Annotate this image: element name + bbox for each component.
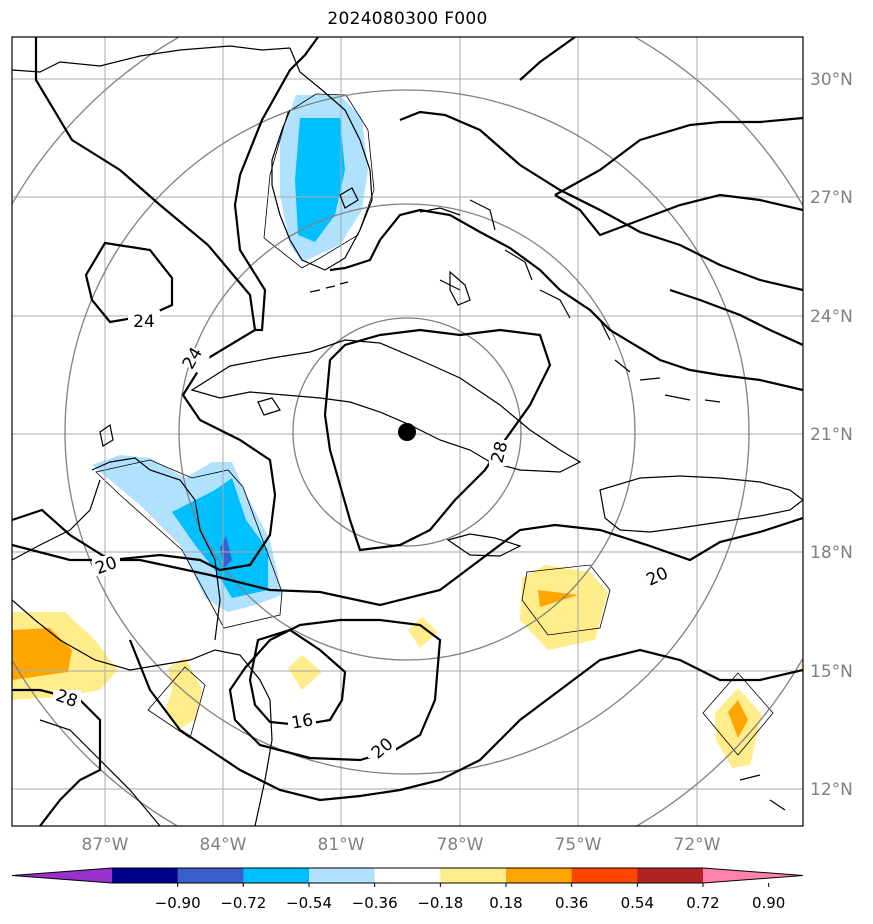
colorbar-tick-label: −0.18 bbox=[417, 894, 463, 912]
anomaly-core-honduras bbox=[12, 628, 72, 680]
coastlines bbox=[12, 45, 803, 826]
lon-label: 84°W bbox=[200, 835, 247, 855]
anomaly-outlines bbox=[95, 93, 774, 756]
lat-label: 30°N bbox=[810, 70, 853, 90]
anomaly-core-florida bbox=[295, 118, 345, 242]
lat-label: 24°N bbox=[810, 307, 853, 327]
colorbar-tick-label: −0.54 bbox=[286, 894, 332, 912]
colorbar-segment bbox=[506, 868, 573, 883]
range-rings bbox=[12, 37, 803, 826]
lat-label: 27°N bbox=[810, 188, 853, 208]
main-contours bbox=[12, 37, 803, 826]
anomaly-region-small-1 bbox=[165, 657, 202, 728]
colorbar-extension-min bbox=[12, 868, 112, 883]
colorbar-tick-label: −0.90 bbox=[155, 894, 201, 912]
colorbar-tick-label: 0.54 bbox=[621, 894, 654, 912]
map-area bbox=[12, 37, 803, 826]
range-ring-1 bbox=[292, 317, 522, 547]
colorbar-segment bbox=[309, 868, 376, 883]
colorbar-segment bbox=[112, 868, 179, 883]
lat-label: 21°N bbox=[810, 425, 853, 445]
contour-label-24-a: 24 bbox=[133, 312, 155, 332]
anomaly-region-small-2 bbox=[288, 655, 322, 690]
lat-label: 18°N bbox=[810, 543, 853, 563]
colorbar-extension-max bbox=[703, 868, 803, 883]
contour-28-closed bbox=[323, 328, 552, 552]
contour-16-closed bbox=[248, 628, 347, 727]
colorbar-segment bbox=[177, 868, 244, 883]
map-frame bbox=[11, 36, 804, 827]
anomaly-region-small-3 bbox=[408, 617, 438, 648]
colorbar-segment bbox=[374, 868, 441, 883]
colorbar-segment bbox=[637, 868, 704, 883]
longitude-labels: 87°W 84°W 81°W 78°W 75°W 72°W bbox=[82, 835, 721, 855]
anomaly-fill bbox=[12, 95, 803, 768]
contour-labels: 24 24 28 20 20 28 16 20 bbox=[53, 310, 671, 763]
colorbar-tick-label: −0.72 bbox=[220, 894, 266, 912]
colorbar-tick-label: 0.36 bbox=[555, 894, 588, 912]
lat-label: 12°N bbox=[810, 780, 853, 800]
colorbar-segment bbox=[571, 868, 638, 883]
range-ring-3 bbox=[64, 89, 750, 775]
colorbar-segment bbox=[440, 868, 507, 883]
contour-label-16: 16 bbox=[290, 710, 315, 733]
anomaly-region-caribbean bbox=[520, 565, 608, 650]
storm-center-marker bbox=[398, 423, 416, 441]
colorbar-tick-label: −0.36 bbox=[352, 894, 398, 912]
lon-label: 75°W bbox=[555, 835, 602, 855]
lon-label: 78°W bbox=[437, 835, 484, 855]
colorbar-segment bbox=[243, 868, 310, 883]
latitude-labels: 30°N 27°N 24°N 21°N 18°N 15°N 12°N bbox=[810, 70, 853, 800]
lon-label: 72°W bbox=[674, 835, 721, 855]
lat-label: 15°N bbox=[810, 662, 853, 682]
colorbar-tick-label: 0.18 bbox=[489, 894, 522, 912]
range-ring-2 bbox=[178, 203, 636, 661]
colorbar-tick-label: 0.90 bbox=[752, 894, 785, 912]
lon-label: 87°W bbox=[82, 835, 129, 855]
colorbar-tick-label: 0.72 bbox=[686, 894, 719, 912]
anomaly-core-east bbox=[728, 700, 748, 738]
lon-label: 81°W bbox=[318, 835, 365, 855]
colorbar-outline bbox=[11, 867, 804, 884]
colorbar: −0.90 −0.72 −0.54 −0.36 −0.18 0.18 0.36 0.54 0.7… bbox=[11, 867, 804, 912]
map-title: 2024080300 F000 bbox=[327, 9, 488, 29]
